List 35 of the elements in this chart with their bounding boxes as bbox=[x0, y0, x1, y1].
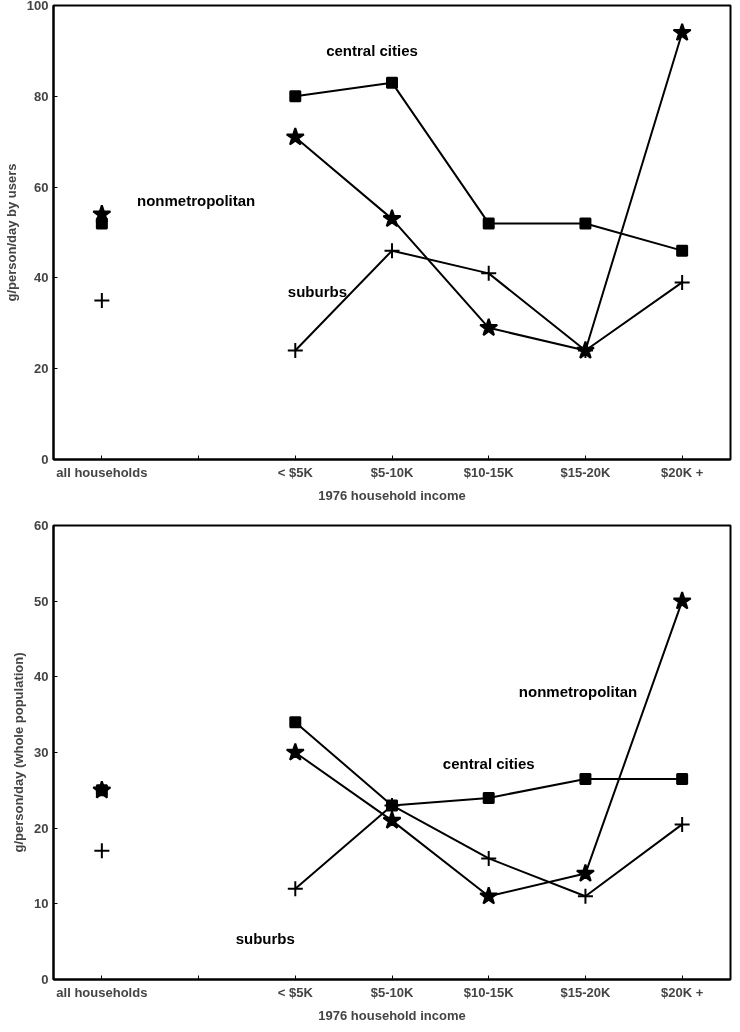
series-label: central cities bbox=[442, 755, 535, 773]
y-tick-label: 40 bbox=[34, 270, 49, 286]
y-axis-title: g/person/day by users bbox=[3, 163, 19, 302]
x-tick-label: $10-15K bbox=[463, 464, 515, 480]
y-tick-label: 20 bbox=[34, 820, 49, 836]
series-label: central cities bbox=[326, 42, 418, 60]
y-tick-label: 30 bbox=[34, 745, 49, 760]
x-tick-label: $20K + bbox=[661, 984, 704, 1000]
y-tick-label: 60 bbox=[34, 179, 49, 195]
y-tick-label: 20 bbox=[34, 361, 49, 377]
x-tick-label: < $5K bbox=[277, 984, 314, 1000]
y-tick-label: 0 bbox=[41, 452, 49, 467]
y-axis-title: g/person/day (whole population) bbox=[11, 652, 27, 853]
x-tick-label: $10-15K bbox=[463, 984, 515, 1000]
series-label: nonmetropolitan bbox=[136, 192, 256, 210]
y-tick-label: 10 bbox=[34, 896, 49, 912]
series-label: nonmetropolitan bbox=[518, 683, 638, 701]
x-tick-label: < $5K bbox=[277, 464, 314, 480]
text: suburbs bbox=[235, 930, 295, 948]
x-tick-label: $15-20K bbox=[560, 464, 611, 480]
x-tick-label: $15-20K bbox=[560, 984, 611, 1000]
x-tick-label: all households bbox=[56, 984, 148, 1000]
x-axis-title: 1976 household income bbox=[318, 487, 466, 503]
y-tick-label: 100 bbox=[26, 0, 49, 13]
x-axis-title: 1976 household income bbox=[318, 1007, 466, 1023]
y-tick-label: 80 bbox=[34, 88, 49, 104]
x-tick-label: $20K + bbox=[661, 464, 704, 480]
y-tick-label: 50 bbox=[34, 593, 49, 609]
x-tick-label: $5-10K bbox=[370, 464, 414, 480]
series-label: suburbs bbox=[287, 283, 348, 301]
y-tick-label: 0 bbox=[41, 972, 49, 987]
x-tick-label: all households bbox=[56, 464, 148, 480]
y-tick-label: 40 bbox=[34, 669, 49, 685]
y-tick-label: 60 bbox=[34, 518, 49, 533]
x-tick-label: $5-10K bbox=[370, 984, 414, 1000]
